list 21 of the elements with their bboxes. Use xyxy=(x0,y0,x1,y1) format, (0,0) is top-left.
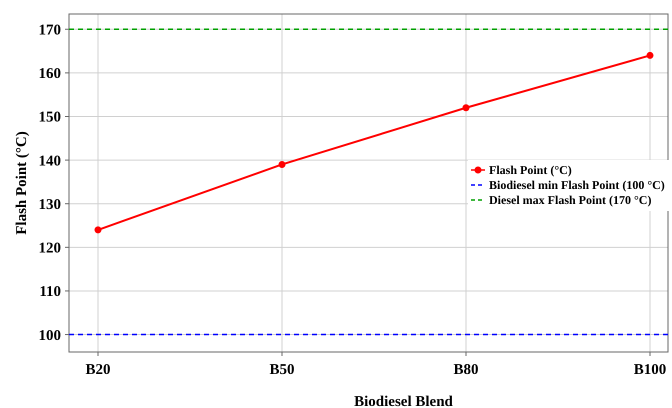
x-tick-label: B50 xyxy=(269,362,295,378)
legend-label: Flash Point (°C) xyxy=(489,163,572,178)
x-tick-label: B80 xyxy=(453,362,479,378)
x-tick-label: B100 xyxy=(634,362,666,378)
x-tick-label: B20 xyxy=(85,362,111,378)
legend-label: Biodiesel min Flash Point (100 °C) xyxy=(489,178,665,192)
point xyxy=(646,52,654,59)
y-tick-label: 160 xyxy=(38,66,61,82)
y-tick-label: 130 xyxy=(38,196,61,213)
point xyxy=(278,160,286,168)
y-tick-label: 170 xyxy=(38,22,61,39)
y-tick-label: 140 xyxy=(38,153,61,170)
y-tick-label: 100 xyxy=(38,328,61,344)
x-axis-title: Biodiesel Blend xyxy=(354,394,454,408)
y-tick-label: 120 xyxy=(38,240,61,257)
point xyxy=(462,104,470,112)
point xyxy=(94,226,102,234)
y-axis-title: Flash Point (°C) xyxy=(14,131,30,235)
y-tick-label: 150 xyxy=(38,110,61,126)
legend-label: Diesel max Flash Point (170 °C) xyxy=(489,193,652,208)
y-tick-label: 110 xyxy=(39,284,61,300)
